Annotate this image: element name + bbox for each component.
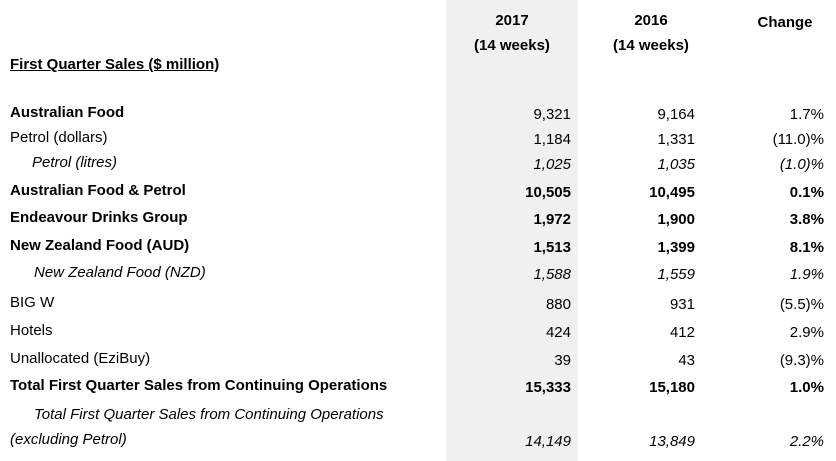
column-header-change: Change xyxy=(735,10,835,35)
value-2017: 1,588 xyxy=(533,266,571,283)
value-2016: 1,900 xyxy=(657,211,695,228)
value-change: (11.0)% xyxy=(772,131,824,148)
row-label: Unallocated (EziBuy) xyxy=(10,350,151,367)
value-2017: 15,333 xyxy=(525,379,571,396)
row-label: BIG W xyxy=(10,294,55,311)
value-2016: 43 xyxy=(678,352,695,369)
value-2016: 1,399 xyxy=(657,239,695,256)
header-2017-year: 2017 xyxy=(495,12,529,29)
value-change: (9.3)% xyxy=(779,352,824,369)
table-row: Hotels 424 412 2.9% xyxy=(0,322,836,348)
value-2017: 1,025 xyxy=(533,156,571,173)
value-2016: 1,035 xyxy=(657,156,695,173)
table-row: Total First Quarter Sales from Continuin… xyxy=(0,377,836,403)
value-2017: 880 xyxy=(545,296,571,313)
value-2016: 1,559 xyxy=(657,266,695,283)
table-row: New Zealand Food (NZD) 1,588 1,559 1.9% xyxy=(0,264,836,290)
value-change: (1.0)% xyxy=(779,156,824,173)
header-2017-weeks: (14 weeks) xyxy=(474,37,550,54)
table-row: Australian Food 9,321 9,164 1.7% xyxy=(0,104,836,130)
table-row: Australian Food & Petrol 10,505 10,495 0.1% xyxy=(0,182,836,208)
value-2017: 14,149 xyxy=(525,433,571,450)
header-change-label: Change xyxy=(757,14,813,31)
column-header-2016: 2016 (14 weeks) xyxy=(585,8,717,58)
value-2017: 9,321 xyxy=(533,106,571,123)
value-change: 2.9% xyxy=(789,324,824,341)
table-row: New Zealand Food (AUD) 1,513 1,399 8.1% xyxy=(0,237,836,263)
header-2016-weeks: (14 weeks) xyxy=(613,37,689,54)
value-2017: 1,513 xyxy=(533,239,571,256)
value-2016: 9,164 xyxy=(657,106,695,123)
row-label: Australian Food & Petrol xyxy=(10,182,186,199)
column-header-2017: 2017 (14 weeks) xyxy=(446,8,578,58)
value-2017: 10,505 xyxy=(525,184,571,201)
value-change: 0.1% xyxy=(789,184,824,201)
value-2016: 13,849 xyxy=(649,433,695,450)
value-change: (5.5)% xyxy=(779,296,824,313)
value-change: 3.8% xyxy=(789,211,824,228)
row-label: Endeavour Drinks Group xyxy=(10,209,188,226)
row-label-line1: Total First Quarter Sales from Continuin… xyxy=(34,406,384,423)
table-row: Petrol (litres) 1,025 1,035 (1.0)% xyxy=(0,154,836,180)
table-row: Petrol (dollars) 1,184 1,331 (11.0)% xyxy=(0,129,836,155)
value-2016: 15,180 xyxy=(649,379,695,396)
row-label: Petrol (litres) xyxy=(32,154,118,171)
value-2017: 39 xyxy=(554,352,571,369)
value-2017: 1,184 xyxy=(533,131,571,148)
value-2017: 1,972 xyxy=(533,211,571,228)
row-label: Total First Quarter Sales from Continuin… xyxy=(10,377,388,394)
value-change: 8.1% xyxy=(789,239,824,256)
row-label: Petrol (dollars) xyxy=(10,129,108,146)
table-row: Unallocated (EziBuy) 39 43 (9.3)% xyxy=(0,350,836,376)
value-change: 1.7% xyxy=(789,106,824,123)
value-change: 2.2% xyxy=(789,433,824,450)
row-label: Hotels xyxy=(10,322,53,339)
header-2016-year: 2016 xyxy=(634,12,668,29)
current-year-column-shading xyxy=(446,0,578,461)
row-label-line2: (excluding Petrol) xyxy=(10,431,127,448)
table-title: First Quarter Sales ($ million) xyxy=(10,56,220,73)
value-change: 1.0% xyxy=(789,379,824,396)
value-change: 1.9% xyxy=(789,266,824,283)
value-2016: 412 xyxy=(669,324,695,341)
table-row-total-excl-petrol: Total First Quarter Sales from Continuin… xyxy=(0,406,836,458)
value-2016: 1,331 xyxy=(657,131,695,148)
value-2016: 931 xyxy=(669,296,695,313)
value-2017: 424 xyxy=(545,324,571,341)
row-label: Australian Food xyxy=(10,104,125,121)
table-row: BIG W 880 931 (5.5)% xyxy=(0,294,836,320)
table-row: Endeavour Drinks Group 1,972 1,900 3.8% xyxy=(0,209,836,235)
value-2016: 10,495 xyxy=(649,184,695,201)
row-label: New Zealand Food (AUD) xyxy=(10,237,190,254)
row-label: New Zealand Food (NZD) xyxy=(34,264,206,281)
